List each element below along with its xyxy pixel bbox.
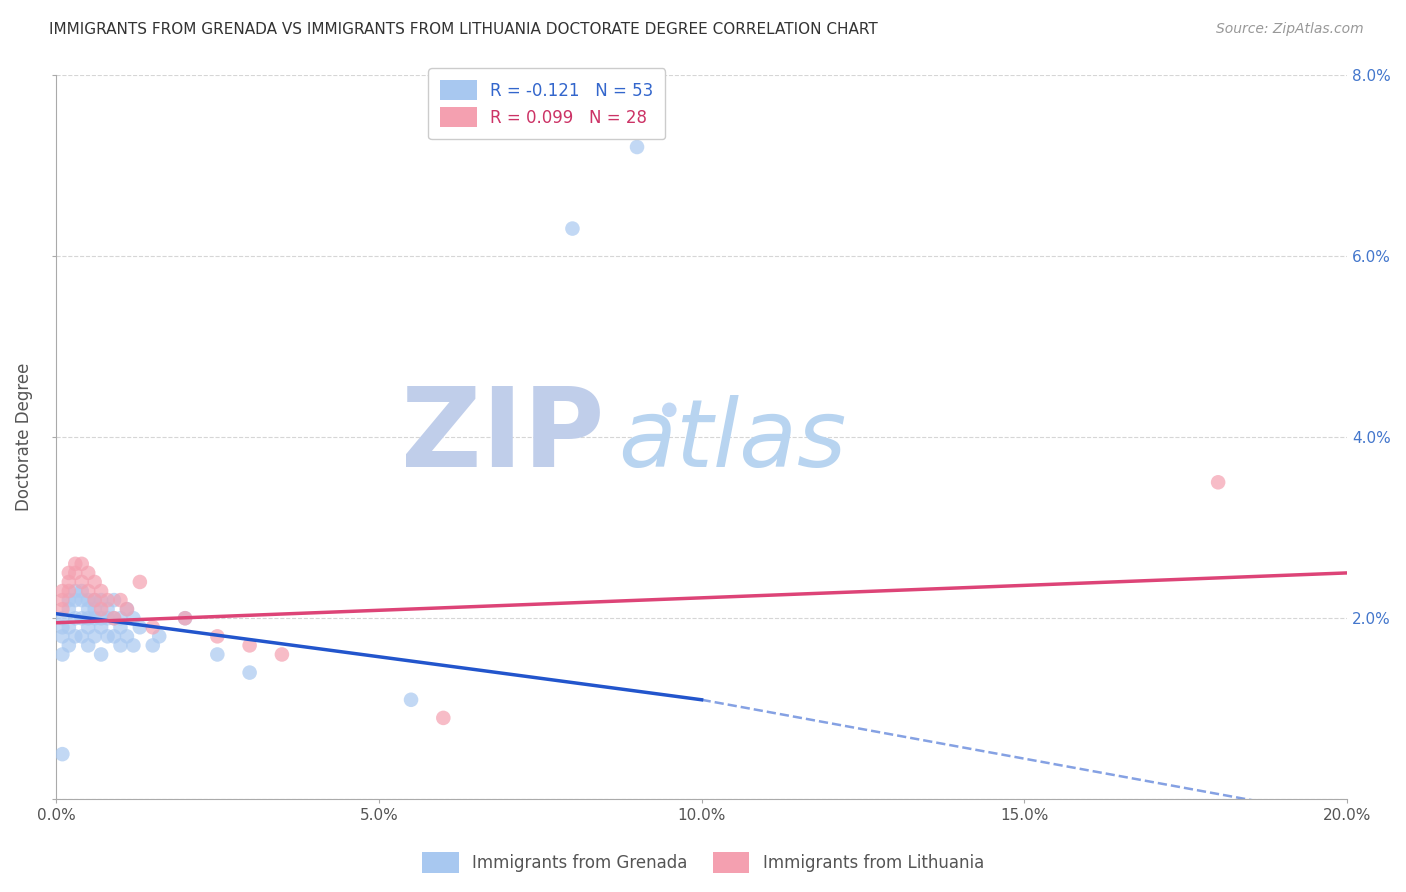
Point [77, 602, 100, 616]
Point [128, 620, 150, 634]
Point [110, 611, 132, 625]
Point [399, 693, 422, 707]
Point [77, 611, 100, 625]
Point [174, 611, 197, 625]
Point [65, 557, 87, 571]
Point [110, 593, 132, 607]
Point [239, 639, 262, 653]
Point [432, 711, 454, 725]
Legend: Immigrants from Grenada, Immigrants from Lithuania: Immigrants from Grenada, Immigrants from… [416, 846, 990, 880]
Point [90, 648, 112, 662]
Point [97, 593, 120, 607]
Point [70, 629, 93, 643]
Point [77, 639, 100, 653]
Point [70, 584, 93, 599]
Point [239, 665, 262, 680]
Point [148, 629, 170, 643]
Point [77, 593, 100, 607]
Point [90, 611, 112, 625]
Point [58, 639, 80, 653]
Point [83, 611, 105, 625]
Point [70, 593, 93, 607]
Point [626, 140, 648, 154]
Point [65, 584, 87, 599]
Point [51, 747, 73, 761]
Point [51, 620, 73, 634]
Point [90, 593, 112, 607]
Point [77, 566, 100, 580]
Point [51, 593, 73, 607]
Point [83, 574, 105, 589]
Point [115, 629, 138, 643]
Text: atlas: atlas [617, 395, 846, 486]
Text: Source: ZipAtlas.com: Source: ZipAtlas.com [1216, 22, 1364, 37]
Point [174, 611, 197, 625]
Point [142, 639, 165, 653]
Point [83, 593, 105, 607]
Text: IMMIGRANTS FROM GRENADA VS IMMIGRANTS FROM LITHUANIA DOCTORATE DEGREE CORRELATIO: IMMIGRANTS FROM GRENADA VS IMMIGRANTS FR… [49, 22, 877, 37]
Point [51, 584, 73, 599]
Point [83, 602, 105, 616]
Point [103, 611, 125, 625]
Point [103, 593, 125, 607]
Point [58, 584, 80, 599]
Point [207, 629, 229, 643]
Point [97, 629, 120, 643]
Point [70, 557, 93, 571]
Point [83, 629, 105, 643]
Point [128, 574, 150, 589]
Point [97, 602, 120, 616]
Point [58, 602, 80, 616]
Point [90, 584, 112, 599]
Point [110, 620, 132, 634]
Y-axis label: Doctorate Degree: Doctorate Degree [15, 363, 32, 511]
Point [122, 611, 145, 625]
Point [58, 566, 80, 580]
Point [51, 611, 73, 625]
Point [77, 584, 100, 599]
Point [70, 574, 93, 589]
Point [51, 602, 73, 616]
Text: ZIP: ZIP [401, 384, 605, 491]
Point [110, 639, 132, 653]
Point [58, 620, 80, 634]
Point [270, 648, 292, 662]
Point [65, 566, 87, 580]
Point [207, 648, 229, 662]
Point [90, 602, 112, 616]
Point [58, 574, 80, 589]
Point [103, 611, 125, 625]
Point [142, 620, 165, 634]
Point [122, 639, 145, 653]
Point [97, 611, 120, 625]
Point [65, 629, 87, 643]
Point [83, 593, 105, 607]
Point [103, 629, 125, 643]
Point [115, 602, 138, 616]
Point [51, 629, 73, 643]
Point [65, 593, 87, 607]
Point [1206, 475, 1229, 490]
Point [658, 402, 681, 417]
Point [115, 602, 138, 616]
Point [77, 620, 100, 634]
Point [90, 620, 112, 634]
Legend: R = -0.121   N = 53, R = 0.099   N = 28: R = -0.121 N = 53, R = 0.099 N = 28 [429, 69, 665, 139]
Point [65, 611, 87, 625]
Point [58, 593, 80, 607]
Point [70, 611, 93, 625]
Point [51, 648, 73, 662]
Point [561, 221, 583, 235]
